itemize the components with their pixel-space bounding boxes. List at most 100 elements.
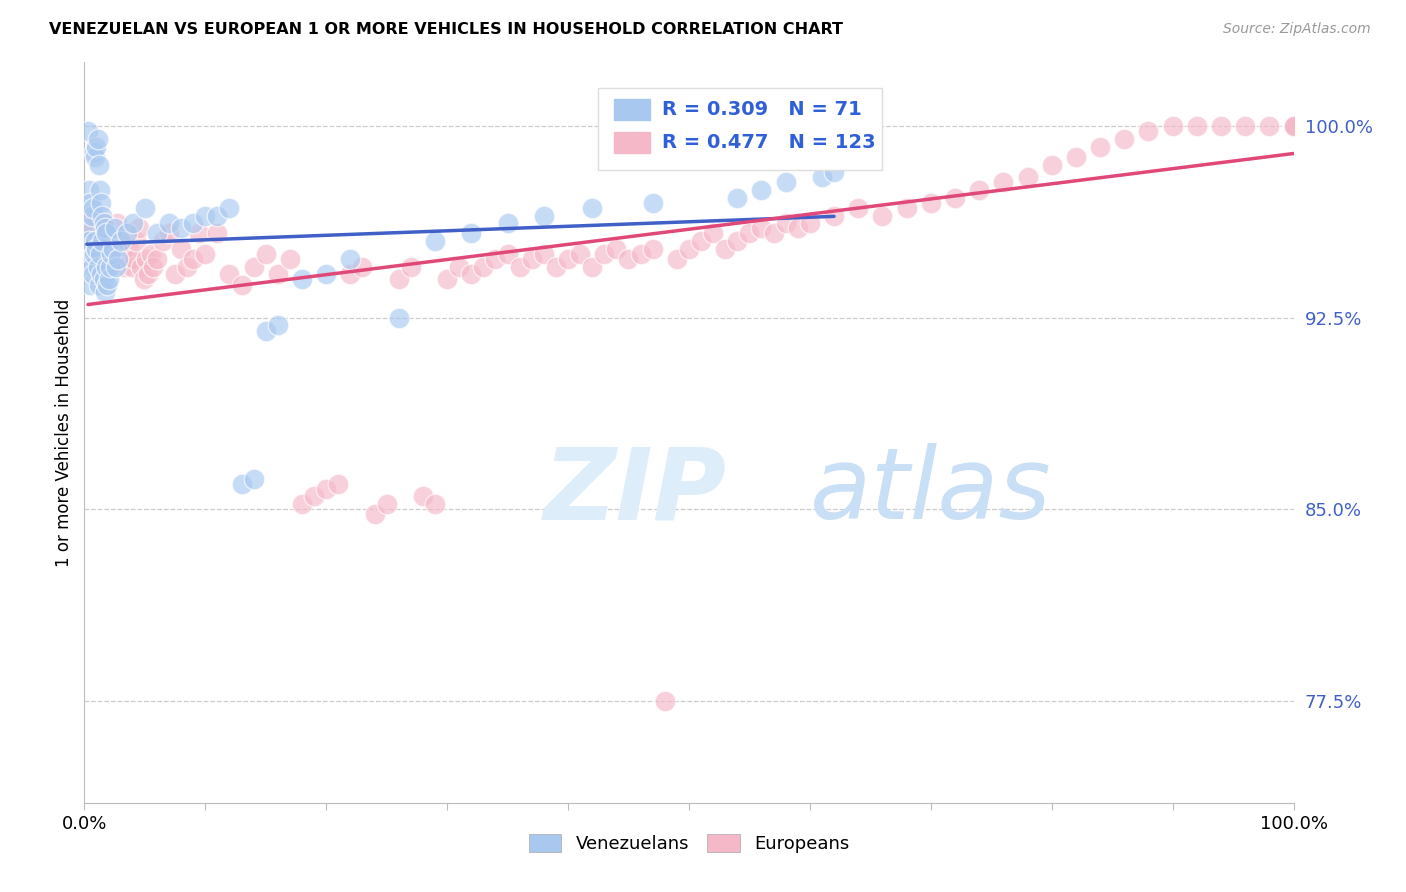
Point [170, 221, 193, 235]
Point [630, 247, 652, 261]
Point [423, 234, 446, 248]
Point [152, 234, 174, 248]
Point [142, 260, 165, 274]
Point [641, 242, 664, 256]
Point [775, 216, 797, 230]
Text: atlas: atlas [810, 443, 1052, 541]
Point [412, 490, 434, 504]
Point [1114, 132, 1136, 146]
Point [90, 195, 112, 210]
Point [1282, 120, 1305, 134]
Point [77, 234, 100, 248]
Point [128, 221, 150, 235]
Point [702, 227, 724, 241]
Point [399, 260, 422, 274]
Point [82, 268, 104, 282]
Point [242, 260, 264, 274]
Point [91, 209, 114, 223]
Point [98, 260, 121, 274]
Point [1282, 120, 1305, 134]
Point [1185, 120, 1208, 134]
Point [111, 247, 134, 261]
Point [77, 124, 100, 138]
Point [714, 242, 737, 256]
Point [388, 310, 411, 325]
Point [104, 260, 127, 274]
Point [811, 170, 834, 185]
Point [100, 247, 122, 261]
Point [181, 252, 204, 266]
Point [76, 221, 98, 235]
Point [920, 195, 942, 210]
Point [84, 150, 107, 164]
Point [328, 476, 350, 491]
Point [218, 201, 240, 215]
Point [96, 277, 118, 292]
Point [967, 183, 990, 197]
Point [89, 252, 111, 266]
Point [86, 132, 108, 146]
Point [84, 242, 107, 256]
Point [460, 268, 482, 282]
Point [129, 260, 152, 274]
Point [823, 165, 845, 179]
Point [231, 476, 253, 491]
Text: R = 0.309   N = 71: R = 0.309 N = 71 [662, 100, 862, 120]
Point [94, 221, 117, 235]
Point [1282, 120, 1305, 134]
Point [115, 227, 138, 241]
Point [1282, 120, 1305, 134]
Point [91, 234, 114, 248]
Point [1282, 120, 1305, 134]
Point [1282, 120, 1305, 134]
Point [1017, 170, 1039, 185]
Point [108, 234, 131, 248]
Point [82, 221, 104, 235]
Text: VENEZUELAN VS EUROPEAN 1 OR MORE VEHICLES IN HOUSEHOLD CORRELATION CHART: VENEZUELAN VS EUROPEAN 1 OR MORE VEHICLE… [49, 22, 844, 37]
Point [110, 234, 132, 248]
Point [799, 216, 821, 230]
Point [207, 227, 229, 241]
Point [231, 277, 253, 292]
Point [118, 242, 141, 256]
Text: R = 0.477   N = 123: R = 0.477 N = 123 [662, 133, 876, 152]
Point [79, 227, 101, 241]
Point [146, 252, 169, 266]
Point [94, 260, 117, 274]
Point [194, 247, 217, 261]
Point [762, 227, 785, 241]
Point [1282, 120, 1305, 134]
Point [83, 145, 105, 159]
Point [87, 277, 110, 292]
Point [103, 242, 125, 256]
Point [1282, 120, 1305, 134]
Point [581, 201, 603, 215]
Point [93, 272, 115, 286]
FancyBboxPatch shape [614, 99, 650, 120]
Point [157, 216, 180, 230]
Point [690, 234, 713, 248]
Point [86, 234, 108, 248]
Point [121, 216, 143, 230]
Point [267, 268, 290, 282]
Point [496, 247, 519, 261]
Point [1282, 120, 1305, 134]
Point [104, 252, 127, 266]
Point [641, 195, 664, 210]
Point [107, 252, 129, 266]
Point [207, 209, 229, 223]
Legend: Venezuelans, Europeans: Venezuelans, Europeans [522, 827, 856, 861]
Point [101, 234, 124, 248]
Point [87, 157, 110, 171]
Point [786, 221, 808, 235]
Point [94, 285, 117, 300]
Point [484, 252, 506, 266]
Point [170, 242, 193, 256]
Point [291, 497, 314, 511]
Point [267, 318, 290, 333]
Point [80, 209, 103, 223]
Point [98, 247, 121, 261]
Point [993, 176, 1015, 190]
Point [472, 260, 495, 274]
Point [138, 268, 160, 282]
